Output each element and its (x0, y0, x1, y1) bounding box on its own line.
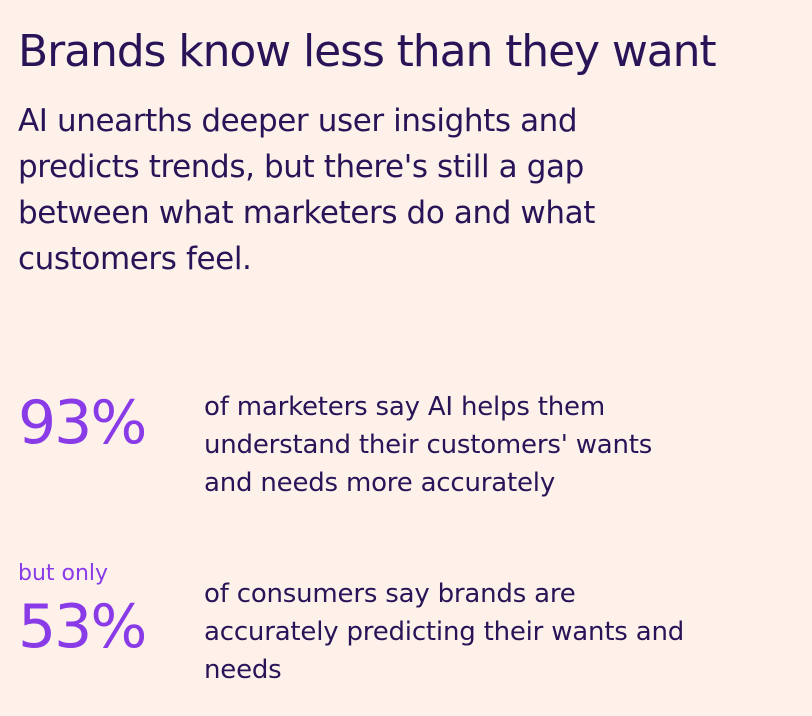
intro-paragraph: AI unearths deeper user insights and pre… (18, 103, 595, 277)
stat-consumers-qualifier: but only (18, 561, 109, 586)
headline: Brands know less than they want (18, 26, 717, 77)
stat-consumers-description: of consumers say brands are accurately p… (204, 579, 685, 685)
stat-marketers-value: 93% (18, 388, 147, 458)
stat-marketers-description: of marketers say AI helps them understan… (204, 392, 653, 498)
stat-consumers-value: 53% (18, 592, 147, 662)
